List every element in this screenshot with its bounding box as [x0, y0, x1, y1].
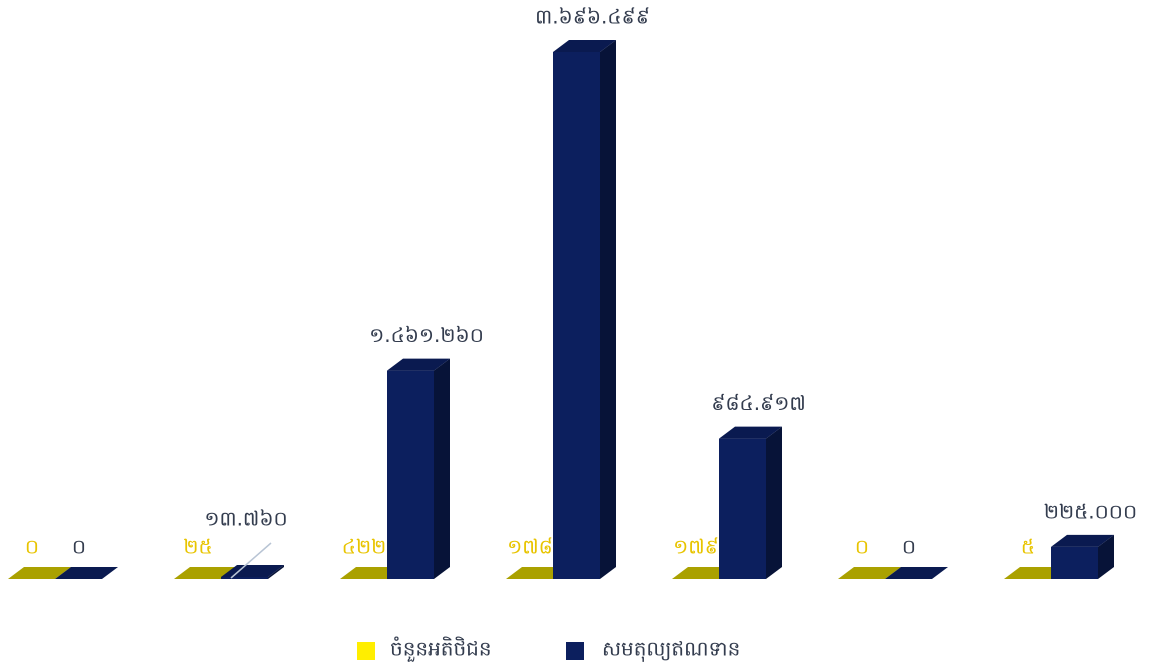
bar-face — [553, 40, 616, 52]
bar-face — [221, 577, 268, 579]
data-label: ៤២២ — [342, 535, 386, 559]
bar-face — [387, 358, 450, 371]
bar-face — [1051, 534, 1114, 547]
bar — [719, 426, 782, 579]
bar-face — [221, 565, 284, 578]
bar-face — [174, 566, 237, 579]
legend-label: សមតុល្យឥណទាន — [602, 637, 740, 663]
data-label: ២២៥.០០០ — [1044, 499, 1137, 523]
legend-swatch — [357, 642, 375, 660]
bar-face — [434, 358, 450, 579]
bar-face — [719, 426, 782, 439]
bar-face — [1098, 534, 1114, 579]
bar-face — [268, 565, 284, 579]
data-label: ២៥ — [183, 535, 212, 559]
bar-face — [8, 567, 71, 579]
data-label: ៣.៦៩៦.៤៩៩ — [535, 5, 650, 29]
bar-face — [1051, 546, 1098, 579]
bar — [221, 565, 284, 579]
data-label: ០ — [72, 535, 86, 559]
bar — [55, 567, 118, 579]
legend-label: ចំនួនអតិថិជន — [390, 636, 492, 663]
data-label: ០ — [902, 535, 916, 559]
data-label: ០ — [25, 535, 39, 559]
data-label: ១៣.៧៦០ — [204, 507, 287, 531]
bar — [387, 358, 450, 579]
bar-face — [885, 567, 948, 579]
bar — [553, 40, 616, 579]
data-label: ១.៤៦១.២៦០ — [369, 323, 484, 347]
legend-swatch — [566, 642, 584, 660]
bar — [1051, 534, 1114, 579]
bar-face — [387, 370, 434, 579]
leader-line — [230, 542, 272, 579]
data-label: ១៧៩ — [673, 535, 719, 559]
bar — [8, 567, 71, 579]
bar — [838, 567, 901, 579]
bar-face — [55, 567, 118, 579]
data-label: ០ — [855, 535, 869, 559]
data-label: ៩៨៤.៩១៧ — [711, 391, 806, 415]
bar-face — [838, 567, 901, 579]
bar-face — [600, 40, 616, 579]
bar-face — [766, 426, 782, 579]
bar — [885, 567, 948, 579]
bar-face — [553, 52, 600, 579]
data-label: ៥ — [1021, 535, 1035, 559]
bar-face — [719, 438, 766, 579]
data-label: ១៧៨ — [507, 535, 553, 559]
